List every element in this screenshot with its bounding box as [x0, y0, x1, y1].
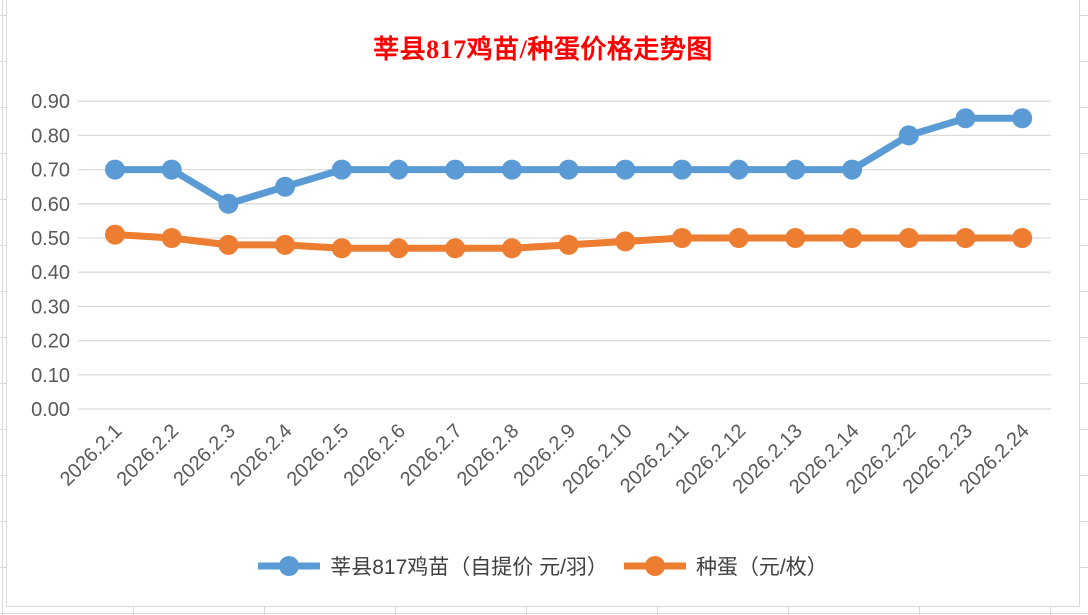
- data-point-marker[interactable]: [672, 228, 692, 248]
- legend-line-marker-orange-icon: [623, 556, 686, 576]
- x-tick-label: 2026.2.3: [169, 420, 240, 491]
- chart-title: 莘县817鸡苗/种蛋价格走势图: [373, 35, 713, 64]
- data-point-marker[interactable]: [105, 224, 125, 245]
- data-point-marker[interactable]: [331, 159, 352, 180]
- data-point-marker[interactable]: [785, 159, 806, 180]
- legend-item-egg-price[interactable]: 种蛋（元/枚）: [623, 551, 828, 581]
- data-point-marker[interactable]: [161, 228, 182, 248]
- x-tick-label: 2026.2.2: [113, 420, 184, 491]
- data-point-marker[interactable]: [1012, 228, 1033, 248]
- x-tick-label: 2026.2.8: [453, 420, 524, 491]
- data-point-marker[interactable]: [558, 159, 579, 180]
- data-point-marker[interactable]: [955, 228, 976, 248]
- chart-object[interactable]: 莘县817鸡苗/种蛋价格走势图 0.00 0.10 0.20 0.30 0.40 0.50…: [6, 0, 1080, 607]
- legend-item-chick-price[interactable]: 莘县817鸡苗（自提价 元/羽）: [258, 551, 608, 581]
- y-tick-label: 0.60: [31, 194, 70, 216]
- data-point-marker[interactable]: [388, 238, 409, 259]
- x-tick-label: 2026.2.7: [396, 420, 467, 491]
- legend-line-marker-blue-icon: [258, 556, 321, 576]
- data-point-marker[interactable]: [842, 228, 863, 248]
- data-point-marker[interactable]: [955, 108, 976, 129]
- x-tick-label: 2026.2.1: [56, 420, 127, 491]
- data-point-marker[interactable]: [501, 238, 522, 259]
- data-point-marker[interactable]: [218, 234, 239, 255]
- chart-legend: 莘县817鸡苗（自提价 元/羽） 种蛋（元/枚）: [7, 551, 1079, 581]
- data-point-marker[interactable]: [558, 234, 579, 255]
- y-tick-label: 0.70: [31, 160, 70, 182]
- data-point-marker[interactable]: [672, 159, 692, 180]
- data-point-marker[interactable]: [275, 234, 296, 255]
- data-point-marker[interactable]: [728, 159, 749, 180]
- legend-label-egg-price: 种蛋（元/枚）: [695, 556, 828, 579]
- y-tick-label: 0.50: [31, 228, 70, 250]
- data-point-marker[interactable]: [842, 159, 863, 180]
- data-point-marker[interactable]: [161, 159, 182, 180]
- data-point-marker[interactable]: [898, 228, 919, 248]
- x-tick-label: 2026.2.4: [226, 420, 297, 491]
- data-point-marker[interactable]: [898, 125, 919, 146]
- data-point-marker[interactable]: [615, 231, 636, 252]
- data-point-marker[interactable]: [445, 238, 466, 259]
- data-point-marker[interactable]: [501, 159, 522, 180]
- data-point-marker[interactable]: [105, 159, 125, 180]
- y-tick-label: 0.20: [31, 331, 70, 353]
- data-point-marker[interactable]: [615, 159, 636, 180]
- data-point-marker[interactable]: [785, 228, 806, 248]
- y-tick-label: 0.00: [31, 399, 70, 421]
- data-point-marker[interactable]: [1012, 108, 1033, 129]
- legend-label-chick-price: 莘县817鸡苗（自提价 元/羽）: [330, 556, 608, 579]
- data-point-marker[interactable]: [728, 228, 749, 248]
- data-point-marker[interactable]: [218, 193, 239, 214]
- y-tick-label: 0.10: [31, 365, 70, 387]
- data-point-marker[interactable]: [388, 159, 409, 180]
- y-tick-label: 0.90: [31, 91, 70, 113]
- y-tick-label: 0.40: [31, 262, 70, 284]
- y-tick-label: 0.30: [31, 296, 70, 318]
- x-tick-label: 2026.2.5: [283, 420, 354, 491]
- y-tick-label: 0.80: [31, 125, 70, 147]
- data-point-marker[interactable]: [275, 176, 296, 197]
- x-tick-label: 2026.2.6: [339, 420, 410, 491]
- line-chart-plot-area: 0.00 0.10 0.20 0.30 0.40 0.50 0.60 0.70 0.80 0.90…: [31, 91, 1051, 498]
- data-point-marker[interactable]: [331, 238, 352, 259]
- data-point-marker[interactable]: [445, 159, 466, 180]
